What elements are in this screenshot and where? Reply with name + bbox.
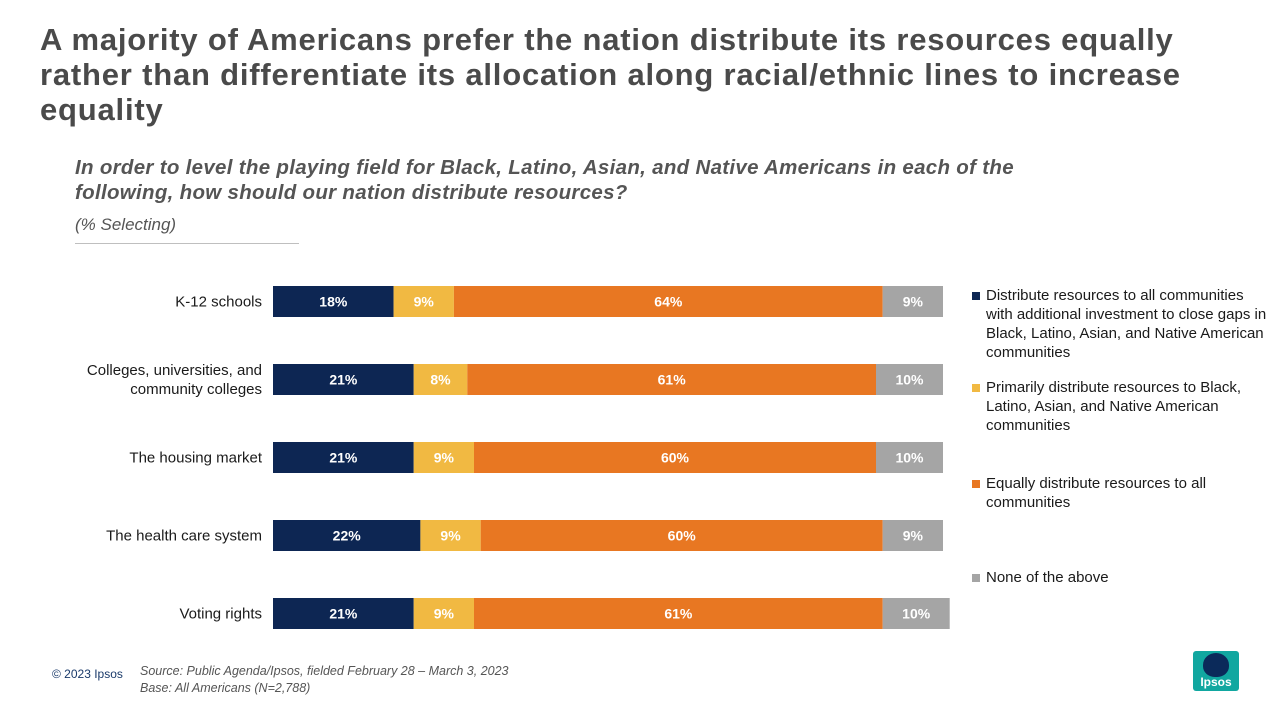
category-label: K-12 schools — [175, 294, 262, 311]
bar-segment — [273, 598, 414, 629]
bar-segment — [882, 286, 943, 317]
bar-segment — [273, 286, 394, 317]
bar-segment — [876, 364, 943, 395]
copyright-text: © 2023 Ipsos — [52, 667, 123, 681]
category-label: Voting rights — [179, 606, 262, 623]
legend-label: Equally distribute resources to all comm… — [986, 475, 1207, 511]
bar-segment — [393, 286, 454, 317]
bar-segment — [453, 286, 883, 317]
logo-text: Ipsos — [1200, 675, 1232, 689]
data-label: 21% — [329, 372, 358, 388]
data-label: 60% — [668, 528, 697, 544]
data-label: 18% — [319, 294, 348, 310]
data-label: 61% — [664, 606, 693, 622]
legend-swatch — [972, 292, 980, 300]
bar-segment — [413, 598, 474, 629]
data-label: 9% — [434, 606, 455, 622]
logo-mark — [1203, 653, 1229, 677]
data-label: 9% — [903, 294, 924, 310]
bar-segment — [413, 364, 468, 395]
data-label: 10% — [895, 372, 924, 388]
bar-segment — [420, 520, 481, 551]
legend-swatch — [972, 480, 980, 488]
legend-label: Distribute resources to all communities … — [986, 287, 1267, 361]
bar-segment — [413, 442, 474, 473]
survey-question: In order to level the playing field for … — [75, 156, 1014, 204]
source-line: Source: Public Agenda/Ipsos, fielded Feb… — [140, 664, 509, 678]
legend-label: None of the above — [986, 569, 1109, 586]
ipsos-logo: Ipsos — [1193, 651, 1239, 691]
bar-segment — [882, 598, 950, 629]
bar-segment — [876, 442, 943, 473]
bar-segment — [273, 364, 414, 395]
base-line: Base: All Americans (N=2,788) — [140, 681, 311, 695]
legend-label: Primarily distribute resources to Black,… — [986, 379, 1242, 434]
bar-segment — [882, 520, 943, 551]
data-label: 9% — [434, 450, 455, 466]
bar-segment — [467, 364, 876, 395]
data-label: 22% — [333, 528, 362, 544]
data-label: 61% — [658, 372, 687, 388]
bar-segment — [480, 520, 883, 551]
bar-segment — [474, 442, 876, 473]
data-label: 64% — [654, 294, 683, 310]
category-label: The health care system — [106, 528, 262, 545]
bar-segment — [474, 598, 883, 629]
data-label: 10% — [895, 450, 924, 466]
legend-item: Distribute resources to all communities … — [972, 286, 1272, 362]
category-label: The housing market — [129, 450, 262, 467]
unit-divider — [75, 243, 299, 244]
legend-item: Primarily distribute resources to Black,… — [972, 378, 1272, 435]
bar-segment — [273, 520, 421, 551]
source-note: Source: Public Agenda/Ipsos, fielded Feb… — [140, 663, 509, 697]
legend-swatch — [972, 384, 980, 392]
data-label: 9% — [903, 528, 924, 544]
data-label: 21% — [329, 606, 358, 622]
legend-item: Equally distribute resources to all comm… — [972, 474, 1272, 512]
data-label: 10% — [902, 606, 931, 622]
data-label: 60% — [661, 450, 690, 466]
unit-note: (% Selecting) — [75, 215, 177, 234]
bar-segment — [273, 442, 414, 473]
legend-swatch — [972, 574, 980, 582]
data-label: 8% — [430, 372, 451, 388]
category-label: Colleges, universities, and community col… — [87, 362, 262, 398]
data-label: 9% — [414, 294, 435, 310]
chart-title: A majority of Americans prefer the natio… — [40, 22, 1181, 127]
data-label: 9% — [440, 528, 461, 544]
data-label: 21% — [329, 450, 358, 466]
legend-item: None of the above — [972, 568, 1272, 587]
